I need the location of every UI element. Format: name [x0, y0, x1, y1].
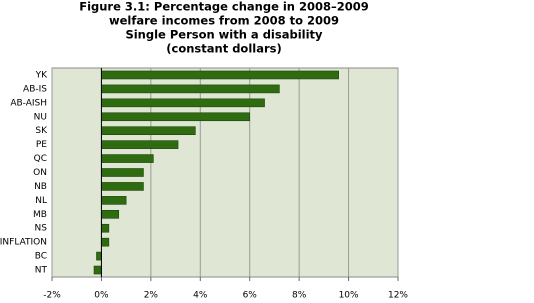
chart-title: Figure 3.1: Percentage change in 2008–20… — [79, 0, 369, 14]
y-tick-label: QC — [34, 154, 47, 164]
bar — [101, 182, 144, 191]
y-tick-label: NT — [35, 266, 48, 276]
x-tick-label: 6% — [243, 291, 258, 301]
bar — [96, 251, 102, 261]
y-tick-label: NL — [35, 196, 47, 206]
bar — [101, 112, 251, 122]
x-tick-label: 10% — [339, 291, 359, 301]
y-tick-label: YK — [35, 70, 48, 80]
y-tick-label: NB — [34, 182, 47, 192]
y-tick-label: INFLATION — [0, 238, 47, 248]
bar — [101, 140, 179, 149]
chart-title: welfare incomes from 2008 to 2009 — [109, 14, 339, 28]
y-tick-label: BC — [35, 252, 47, 262]
chart-title: (constant dollars) — [166, 42, 282, 56]
bar — [101, 168, 144, 177]
bar — [101, 223, 110, 233]
bar — [101, 84, 280, 94]
bar — [101, 210, 120, 219]
chart-title: Single Person with a disability — [125, 28, 323, 42]
bar — [101, 196, 127, 205]
x-tick-label: 2% — [144, 291, 159, 301]
x-tick-label: 8% — [292, 291, 307, 301]
y-tick-label: NU — [34, 112, 47, 122]
y-tick-label: AB-IS — [23, 84, 47, 94]
y-tick-label: NS — [35, 224, 48, 234]
bar — [101, 70, 339, 80]
bar — [101, 98, 265, 108]
x-tick-label: 4% — [193, 291, 208, 301]
x-tick-label: 0% — [94, 291, 109, 301]
y-tick-label: ON — [33, 168, 47, 178]
y-tick-label: PE — [36, 140, 47, 150]
y-tick-label: MB — [33, 210, 47, 220]
y-tick-label: SK — [35, 126, 48, 136]
bar — [93, 265, 102, 275]
y-tick-label: AB-AISH — [10, 98, 47, 108]
bar — [101, 126, 196, 135]
x-tick-label: -2% — [43, 291, 61, 301]
x-tick-label: 12% — [388, 291, 408, 301]
bar — [101, 237, 110, 247]
bar — [101, 154, 154, 163]
